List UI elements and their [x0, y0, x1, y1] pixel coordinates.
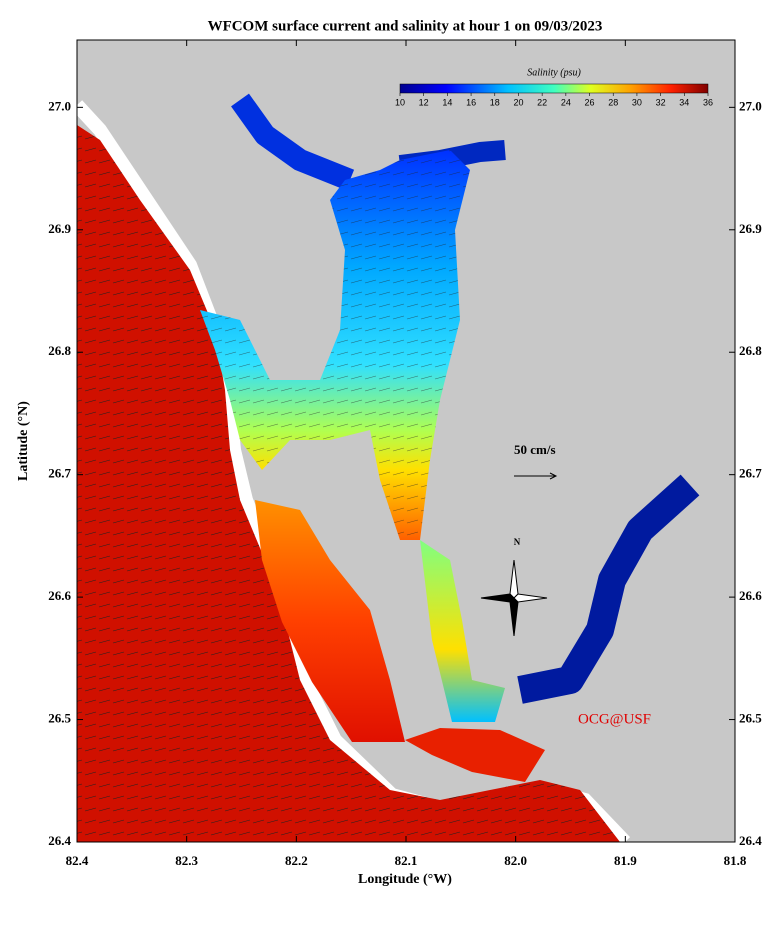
colorbar-tick-label: 10: [395, 97, 405, 107]
map-title: WFCOM surface current and salinity at ho…: [208, 18, 603, 34]
y-tick-label: 26.4: [48, 833, 71, 848]
y-tick-label: 26.5: [48, 711, 71, 726]
colorbar: [399, 83, 709, 94]
credit: OCG@USF: [578, 711, 651, 727]
colorbar-tick-label: 26: [585, 97, 595, 107]
compass-label: N: [514, 537, 521, 547]
y-axis-label: Latitude (°N): [16, 401, 31, 481]
y-tick-label: 27.0: [48, 98, 71, 113]
y-tick-label: 26.4: [739, 833, 762, 848]
pine-island-sound: [255, 500, 405, 742]
scale-label: 50 cm/s: [514, 442, 556, 457]
colorbar-title: Salinity (psu): [527, 67, 581, 78]
scale-arrowhead: [549, 472, 558, 480]
y-tick-label: 26.6: [739, 588, 762, 603]
x-tick-label: 82.1: [395, 853, 418, 868]
colorbar-tick-label: 36: [703, 97, 713, 107]
colorbar-tick-label: 16: [466, 97, 476, 107]
colorbar-tick-label: 24: [561, 97, 571, 107]
y-tick-label: 26.6: [48, 588, 71, 603]
san-carlos-bay: [405, 728, 545, 782]
y-tick-label: 26.8: [739, 343, 762, 358]
x-tick-label: 82.2: [285, 853, 308, 868]
current-vectors: [77, 125, 620, 842]
colorbar-tick-label: 14: [442, 97, 452, 107]
colorbar-tick-label: 20: [513, 97, 523, 107]
compass: [480, 559, 548, 637]
colorbar-tick-label: 30: [632, 97, 642, 107]
x-tick-label: 82.0: [504, 853, 527, 868]
peace-river: [231, 93, 355, 191]
caloosahatchee-river: [517, 474, 700, 704]
y-tick-label: 27.0: [739, 98, 762, 113]
colorbar-tick-label: 12: [419, 97, 429, 107]
y-tick-label: 26.7: [739, 466, 762, 481]
colorbar-tick-label: 18: [490, 97, 500, 107]
x-tick-label: 82.4: [66, 853, 89, 868]
y-tick-label: 26.9: [48, 221, 71, 236]
colorbar-tick-label: 22: [537, 97, 547, 107]
y-tick-label: 26.8: [48, 343, 71, 358]
map-layers: [77, 40, 735, 842]
x-tick-label: 81.9: [614, 853, 637, 868]
matlacha-pass: [420, 540, 505, 722]
x-tick-label: 82.3: [175, 853, 198, 868]
colorbar-tick-label: 32: [656, 97, 666, 107]
estuary-vectors: [200, 150, 470, 540]
y-tick-label: 26.9: [739, 221, 762, 236]
colorbar-tick-label: 34: [679, 97, 689, 107]
colorbar-tick-label: 28: [608, 97, 618, 107]
y-tick-label: 26.5: [739, 711, 762, 726]
x-tick-label: 81.8: [724, 853, 747, 868]
x-axis-label: Longitude (°W): [358, 872, 452, 887]
y-tick-label: 26.7: [48, 466, 71, 481]
